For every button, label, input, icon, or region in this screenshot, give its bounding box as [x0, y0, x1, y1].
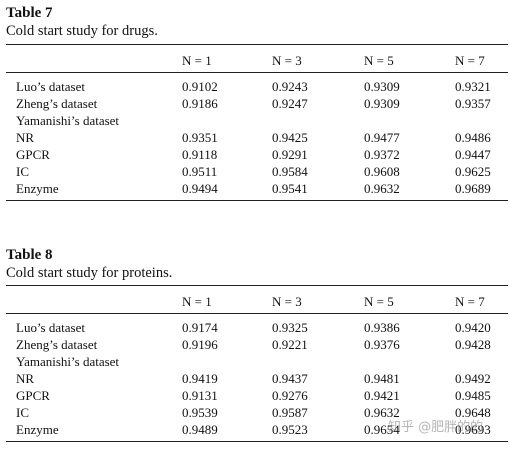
cell: 0.9494 — [182, 181, 218, 196]
column-header: N = 3 — [272, 53, 302, 68]
table-row: Zheng’s dataset 0.9186 0.9247 0.9309 0.9… — [0, 95, 510, 112]
table-title: Table 7 — [6, 5, 53, 21]
column-header: N = 5 — [364, 294, 394, 309]
cell: 0.9357 — [455, 96, 491, 111]
row-label: Luo’s dataset — [16, 79, 85, 94]
cell: 0.9321 — [455, 79, 491, 94]
row-label: IC — [16, 405, 29, 420]
cell: 0.9309 — [364, 96, 400, 111]
header-rule — [6, 72, 508, 73]
table-row: Zheng’s dataset 0.9196 0.9221 0.9376 0.9… — [0, 336, 510, 353]
cell: 0.9587 — [272, 405, 308, 420]
cell: 0.9523 — [272, 422, 308, 437]
cell: 0.9419 — [182, 371, 218, 386]
row-label: GPCR — [16, 147, 50, 162]
row-label: Yamanishi’s dataset — [16, 354, 120, 369]
cell: 0.9351 — [182, 130, 218, 145]
table-row: NR 0.9351 0.9425 0.9477 0.9486 — [0, 129, 510, 146]
top-rule — [6, 44, 508, 45]
cell: 0.9539 — [182, 405, 218, 420]
cell: 0.9102 — [182, 79, 218, 94]
cell: 0.9485 — [455, 388, 491, 403]
table-row: Enzyme 0.9494 0.9541 0.9632 0.9689 — [0, 180, 510, 197]
cell: 0.9376 — [364, 337, 400, 352]
column-header: N = 1 — [182, 53, 212, 68]
cell: 0.9689 — [455, 181, 491, 196]
row-label: NR — [16, 371, 35, 386]
table-row: Luo’s dataset 0.9102 0.9243 0.9309 0.932… — [0, 78, 510, 95]
row-label: NR — [16, 130, 35, 145]
bottom-rule — [6, 200, 508, 201]
column-header: N = 7 — [455, 53, 485, 68]
table-caption: Cold start study for proteins. — [6, 265, 173, 281]
bottom-rule — [6, 441, 508, 442]
cell: 0.9486 — [455, 130, 491, 145]
cell: 0.9447 — [455, 147, 491, 162]
cell: 0.9420 — [455, 320, 491, 335]
table-row: GPCR 0.9118 0.9291 0.9372 0.9447 — [0, 146, 510, 163]
cell: 0.9625 — [455, 164, 491, 179]
row-label: Zheng’s dataset — [16, 337, 98, 352]
cell: 0.9428 — [455, 337, 491, 352]
table-row: Luo’s dataset 0.9174 0.9325 0.9386 0.942… — [0, 319, 510, 336]
cell: 0.9247 — [272, 96, 308, 111]
table-row: Yamanishi’s dataset — [0, 353, 510, 370]
cell: 0.9654 — [364, 422, 400, 437]
column-header: N = 7 — [455, 294, 485, 309]
cell: 0.9421 — [364, 388, 400, 403]
row-label: IC — [16, 164, 29, 179]
header-row: N = 1 N = 3 N = 5 N = 7 — [0, 293, 510, 310]
table-row: GPCR 0.9131 0.9276 0.9421 0.9485 — [0, 387, 510, 404]
row-label: GPCR — [16, 388, 50, 403]
table-row: IC 0.9539 0.9587 0.9632 0.9648 — [0, 404, 510, 421]
column-header: N = 3 — [272, 294, 302, 309]
header-rule — [6, 313, 508, 314]
header-row: N = 1 N = 3 N = 5 N = 7 — [0, 52, 510, 69]
cell: 0.9131 — [182, 388, 218, 403]
column-header: N = 1 — [182, 294, 212, 309]
row-label: Enzyme — [16, 422, 59, 437]
cell: 0.9196 — [182, 337, 218, 352]
row-label: Luo’s dataset — [16, 320, 85, 335]
cell: 0.9425 — [272, 130, 308, 145]
cell: 0.9492 — [455, 371, 491, 386]
table-caption: Cold start study for drugs. — [6, 23, 158, 39]
cell: 0.9489 — [182, 422, 218, 437]
cell: 0.9481 — [364, 371, 400, 386]
table-title: Table 8 — [6, 247, 53, 263]
cell: 0.9648 — [455, 405, 491, 420]
cell: 0.9372 — [364, 147, 400, 162]
table-row: NR 0.9419 0.9437 0.9481 0.9492 — [0, 370, 510, 387]
cell: 0.9584 — [272, 164, 308, 179]
cell: 0.9291 — [272, 147, 308, 162]
cell: 0.9174 — [182, 320, 218, 335]
cell: 0.9693 — [455, 422, 491, 437]
cell: 0.9477 — [364, 130, 400, 145]
row-label: Zheng’s dataset — [16, 96, 98, 111]
cell: 0.9632 — [364, 405, 400, 420]
cell: 0.9541 — [272, 181, 308, 196]
table-row: IC 0.9511 0.9584 0.9608 0.9625 — [0, 163, 510, 180]
row-label: Enzyme — [16, 181, 59, 196]
column-header: N = 5 — [364, 53, 394, 68]
cell: 0.9632 — [364, 181, 400, 196]
cell: 0.9118 — [182, 147, 218, 162]
row-label: Yamanishi’s dataset — [16, 113, 120, 128]
cell: 0.9309 — [364, 79, 400, 94]
cell: 0.9186 — [182, 96, 218, 111]
cell: 0.9325 — [272, 320, 308, 335]
cell: 0.9386 — [364, 320, 400, 335]
cell: 0.9437 — [272, 371, 308, 386]
table-row: Enzyme 0.9489 0.9523 0.9654 0.9693 — [0, 421, 510, 438]
cell: 0.9243 — [272, 79, 308, 94]
table-row: Yamanishi’s dataset — [0, 112, 510, 129]
top-rule — [6, 285, 508, 286]
cell: 0.9608 — [364, 164, 400, 179]
watermark: 知乎 @肥胖的的 — [388, 420, 484, 435]
cell: 0.9511 — [182, 164, 218, 179]
cell: 0.9276 — [272, 388, 308, 403]
cell: 0.9221 — [272, 337, 308, 352]
